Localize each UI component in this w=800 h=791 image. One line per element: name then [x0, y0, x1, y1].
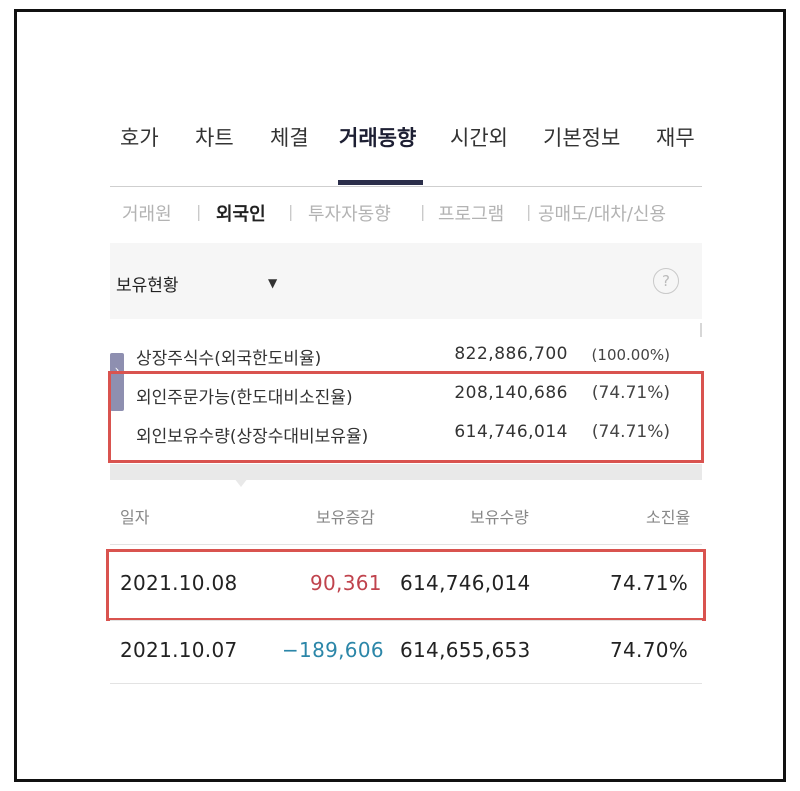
column-header-ratio: 소진율	[646, 508, 691, 527]
scroll-edge-marker	[700, 323, 702, 337]
info-label: 상장주식수(외국한도비율)	[136, 349, 322, 369]
cell-ratio: 74.70%	[610, 638, 689, 662]
info-row-listed-shares: 상장주식수(외국한도비율) 822,886,700 (100.00%)	[136, 344, 696, 370]
subtab-investor-trends[interactable]: 투자자동향	[308, 204, 391, 225]
subtab-separator: |	[420, 202, 426, 221]
tab-trades[interactable]: 체결	[270, 126, 309, 150]
side-panel-handle-icon[interactable]: ›	[110, 353, 124, 411]
holdings-dropdown-bar: 보유현황 ▼ ?	[110, 243, 702, 319]
table-header: 일자 보유증감 보유수량 소진율	[110, 504, 702, 534]
info-percent: (74.71%)	[591, 383, 670, 403]
column-header-holdings: 보유수량	[470, 508, 529, 527]
info-percent: (74.71%)	[591, 422, 670, 442]
cell-holdings: 614,655,653	[400, 638, 531, 662]
chevron-down-icon[interactable]: ▼	[268, 276, 278, 290]
row-divider	[110, 544, 702, 545]
tab-chart[interactable]: 차트	[195, 126, 234, 150]
tab-trading-trends[interactable]: 거래동향	[339, 126, 417, 150]
sub-tab-bar: 거래원 | 외국인 | 투자자동향 | 프로그램 | 공매도/대차/신용	[110, 198, 702, 230]
subtab-separator: |	[196, 202, 202, 221]
holdings-dropdown[interactable]: 보유현황	[116, 276, 179, 296]
foreign-holdings-summary: › 상장주식수(외국한도비율) 822,886,700 (100.00%) 외인…	[110, 319, 702, 479]
table-row[interactable]: 2021.10.08 90,361 614,746,014 74.71%	[110, 551, 702, 615]
subtab-brokers[interactable]: 거래원	[122, 204, 172, 225]
row-divider	[110, 683, 702, 684]
column-header-change: 보유증감	[316, 508, 375, 527]
tab-financials[interactable]: 재무	[656, 126, 695, 150]
active-tab-indicator	[338, 180, 423, 185]
cell-change: 90,361	[310, 571, 382, 595]
tab-basic-info[interactable]: 기본정보	[543, 126, 621, 150]
subtab-program[interactable]: 프로그램	[438, 204, 505, 225]
subtab-short-selling[interactable]: 공매도/대차/신용	[538, 204, 667, 225]
column-header-date: 일자	[120, 508, 150, 527]
tab-quote[interactable]: 호가	[120, 126, 159, 150]
cell-change: −189,606	[282, 638, 384, 662]
cell-ratio: 74.71%	[610, 571, 689, 595]
info-row-foreign-orderable: 외인주문가능(한도대비소진율) 208,140,686 (74.71%)	[136, 383, 696, 409]
info-label: 외인보유수량(상장수대비보유율)	[136, 427, 369, 447]
cell-date: 2021.10.08	[120, 571, 238, 595]
divider-notch	[234, 478, 248, 487]
info-label: 외인주문가능(한도대비소진율)	[136, 388, 353, 408]
cell-date: 2021.10.07	[120, 638, 238, 662]
info-value: 614,746,014	[454, 422, 568, 442]
section-divider	[110, 464, 702, 480]
row-divider	[110, 620, 702, 621]
main-tab-bar: 호가 차트 체결 거래동향 시간외 기본정보 재무	[110, 100, 702, 187]
cell-holdings: 614,746,014	[400, 571, 531, 595]
help-icon[interactable]: ?	[653, 268, 679, 294]
info-value: 822,886,700	[454, 344, 568, 364]
subtab-separator: |	[288, 202, 294, 221]
subtab-separator: |	[526, 202, 532, 221]
subtab-foreigners[interactable]: 외국인	[216, 204, 266, 225]
info-row-foreign-holdings: 외인보유수량(상장수대비보유율) 614,746,014 (74.71%)	[136, 422, 696, 448]
tab-after-hours[interactable]: 시간외	[450, 126, 508, 150]
info-percent: (100.00%)	[591, 346, 670, 364]
table-row[interactable]: 2021.10.07 −189,606 614,655,653 74.70%	[110, 618, 702, 682]
info-value: 208,140,686	[454, 383, 568, 403]
